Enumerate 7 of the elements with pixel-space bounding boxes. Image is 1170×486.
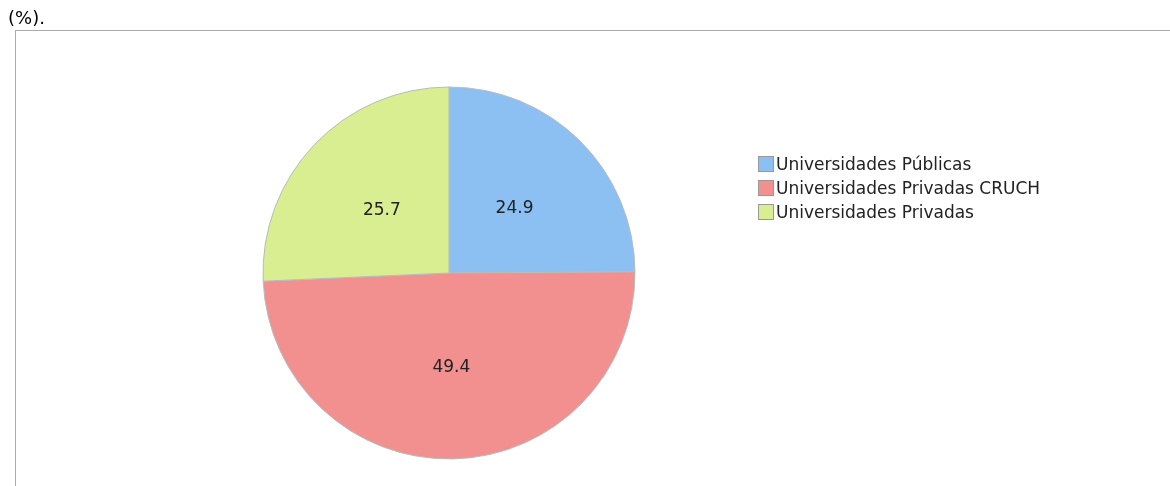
data-label: 49.4	[432, 355, 471, 376]
legend-label: Universidades Privadas	[776, 202, 974, 222]
legend-label: Universidades Públicas	[776, 154, 972, 174]
data-label: 24.9	[495, 197, 534, 218]
text: (%).	[8, 7, 45, 28]
legend-label: Universidades Privadas CRUCH	[776, 178, 1041, 198]
data-label: 25.7	[362, 198, 401, 219]
